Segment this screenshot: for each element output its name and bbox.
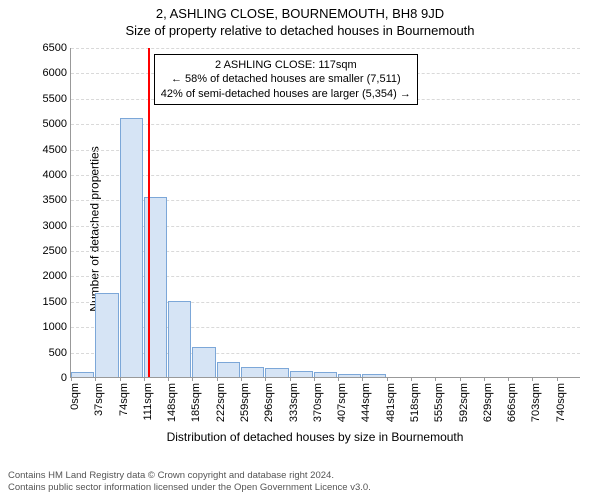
xtick [435,377,436,381]
footer-attribution: Contains HM Land Registry data © Crown c… [8,470,371,494]
xtick [265,377,266,381]
xtick-label: 222sqm [215,383,227,422]
xtick [411,377,412,381]
histogram-bar [168,301,191,377]
histogram-bar [217,362,240,377]
xtick-label: 444sqm [360,383,372,422]
xtick [532,377,533,381]
xtick-label: 259sqm [239,383,251,422]
callout-line-1: 2 ASHLING CLOSE: 117sqm [161,58,411,72]
xtick-label: 111sqm [142,383,154,421]
xtick-label: 740sqm [555,383,567,422]
xtick-label: 0sqm [69,383,81,410]
xtick-label: 703sqm [530,383,542,422]
histogram-bar [192,347,215,377]
xtick-label: 296sqm [263,383,275,422]
xtick [362,377,363,381]
footer-line-1: Contains HM Land Registry data © Crown c… [8,470,371,482]
chart-title-address: 2, ASHLING CLOSE, BOURNEMOUTH, BH8 9JD [0,6,600,23]
ytick-label: 3500 [43,194,71,206]
footer-line-2: Contains public sector information licen… [8,482,371,494]
ytick-label: 4000 [43,169,71,181]
callout-line-2: ← 58% of detached houses are smaller (7,… [161,72,411,86]
xtick-label: 185sqm [190,383,202,422]
callout-box: 2 ASHLING CLOSE: 117sqm← 58% of detached… [154,54,418,105]
ytick-label: 1500 [43,296,71,308]
histogram-bar [95,293,118,377]
xtick [241,377,242,381]
callout-line-3: 42% of semi-detached houses are larger (… [161,87,411,101]
ytick-label: 5000 [43,118,71,130]
ytick-label: 3000 [43,220,71,232]
chart-subtitle: Size of property relative to detached ho… [0,23,600,40]
histogram-bar [338,374,361,377]
xtick [144,377,145,381]
histogram-bar [120,118,143,377]
xtick-label: 518sqm [409,383,421,422]
chart-container: 2, ASHLING CLOSE, BOURNEMOUTH, BH8 9JD S… [0,0,600,500]
ytick-label: 1000 [43,321,71,333]
xtick-label: 407sqm [336,383,348,422]
title-block: 2, ASHLING CLOSE, BOURNEMOUTH, BH8 9JD S… [0,0,600,44]
xtick-label: 74sqm [118,383,130,416]
histogram-bar [265,368,288,377]
xtick [120,377,121,381]
ytick-label: 4500 [43,144,71,156]
ytick-label: 5500 [43,93,71,105]
xtick-label: 37sqm [93,383,105,416]
xtick [387,377,388,381]
xtick [460,377,461,381]
ytick-label: 2000 [43,270,71,282]
histogram-bar [241,367,264,377]
histogram-bar [362,374,385,377]
xtick [71,377,72,381]
property-marker-line [148,48,150,377]
xtick [192,377,193,381]
histogram-bar [290,371,313,377]
xtick [217,377,218,381]
histogram-bar [71,372,94,377]
ytick-label: 6000 [43,67,71,79]
xtick [338,377,339,381]
xtick-label: 666sqm [506,383,518,422]
histogram-bar [314,372,337,377]
xtick [557,377,558,381]
ytick-label: 2500 [43,245,71,257]
xtick-label: 148sqm [166,383,178,422]
ytick-label: 500 [49,347,71,359]
xtick-label: 333sqm [288,383,300,422]
xtick [508,377,509,381]
xtick-label: 370sqm [312,383,324,422]
xtick [95,377,96,381]
xtick [484,377,485,381]
chart-area: Number of detached properties 0500100015… [50,48,580,410]
xtick [314,377,315,381]
xtick-label: 592sqm [458,383,470,422]
xtick-label: 555sqm [433,383,445,422]
xtick-label: 629sqm [482,383,494,422]
plot-region: 0500100015002000250030003500400045005000… [70,48,580,378]
x-axis-label: Distribution of detached houses by size … [50,430,580,444]
xtick [168,377,169,381]
ytick-label: 6500 [43,42,71,54]
xtick-label: 481sqm [385,383,397,422]
xtick [290,377,291,381]
